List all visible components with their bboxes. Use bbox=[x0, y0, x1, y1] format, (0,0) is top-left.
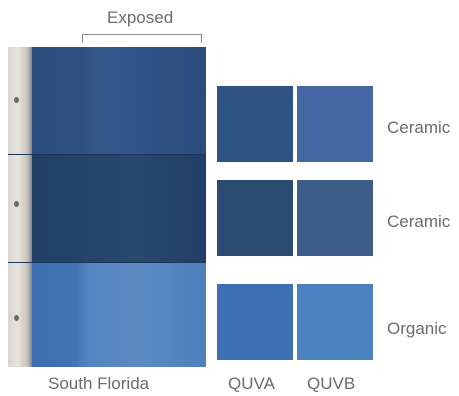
florida-panel-ceramic-2 bbox=[8, 155, 206, 262]
exposed-bracket bbox=[82, 34, 202, 43]
quva-swatch-ceramic-1 bbox=[217, 86, 293, 162]
florida-panel-ceramic-1 bbox=[8, 47, 206, 154]
coating-label-row-3: Organic bbox=[387, 319, 447, 338]
unexposed-edge bbox=[8, 47, 32, 154]
panel-divider bbox=[8, 262, 206, 263]
south-florida-panel-stack bbox=[8, 47, 206, 367]
exposed-area bbox=[32, 263, 206, 367]
exposed-label: Exposed bbox=[107, 8, 174, 27]
exposed-area bbox=[32, 47, 206, 154]
mounting-hole bbox=[14, 315, 19, 321]
south-florida-caption: South Florida bbox=[48, 374, 150, 393]
mounting-hole bbox=[14, 201, 19, 207]
florida-panel-organic bbox=[8, 263, 206, 367]
unexposed-edge bbox=[8, 263, 32, 367]
quva-caption: QUVA bbox=[228, 374, 275, 393]
quva-swatch-ceramic-2 bbox=[217, 180, 293, 256]
coating-label-row-1: Ceramic bbox=[387, 118, 451, 137]
quva-swatch-organic bbox=[217, 284, 293, 360]
unexposed-edge bbox=[8, 155, 32, 262]
quvb-swatch-ceramic-1 bbox=[297, 86, 373, 162]
quvb-swatch-organic bbox=[297, 284, 373, 360]
mounting-hole bbox=[14, 97, 19, 103]
exposed-area bbox=[32, 155, 206, 262]
quvb-caption: QUVB bbox=[307, 374, 356, 393]
quvb-swatch-ceramic-2 bbox=[297, 180, 373, 256]
coating-label-row-2: Ceramic bbox=[387, 212, 451, 231]
panel-divider bbox=[8, 154, 206, 155]
